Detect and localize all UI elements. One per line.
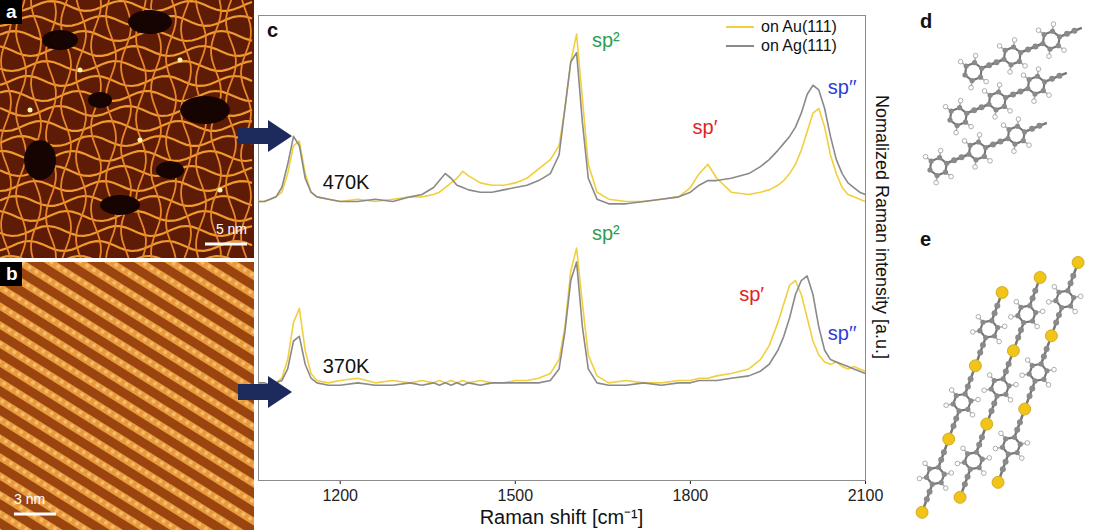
html-text:on Ag(111): on Ag(111) (761, 36, 837, 54)
svg-text:1500: 1500 (498, 487, 534, 504)
svg-text:1200: 1200 (322, 487, 358, 504)
svg-text:b: b (6, 263, 18, 284)
svg-text:2100: 2100 (848, 487, 884, 504)
svg-text:1800: 1800 (673, 487, 709, 504)
svg-text:3 nm: 3 nm (14, 491, 45, 507)
svg-text:370K: 370K (323, 355, 370, 377)
svg-text:sp′: sp′ (739, 283, 764, 305)
svg-text:sp′: sp′ (693, 116, 718, 138)
svg-text:a: a (6, 1, 17, 22)
svg-text:d: d (920, 10, 932, 32)
svg-text:sp′′: sp′′ (828, 76, 857, 98)
html-text:Raman shift [cm⁻¹]: Raman shift [cm⁻¹] (479, 506, 644, 528)
svg-text:sp′′: sp′′ (828, 322, 857, 344)
svg-text:470K: 470K (323, 171, 370, 193)
html-text:Nomalized Raman intensity [a.u: Nomalized Raman intensity [a.u.] (872, 95, 892, 360)
html-text:on Au(111): on Au(111) (761, 17, 837, 35)
svg-text:5 nm: 5 nm (216, 221, 247, 237)
svg-text:sp²: sp² (592, 222, 620, 244)
svg-text:sp²: sp² (592, 29, 620, 51)
svg-text:e: e (920, 228, 931, 250)
html-text:c: c (267, 19, 279, 41)
